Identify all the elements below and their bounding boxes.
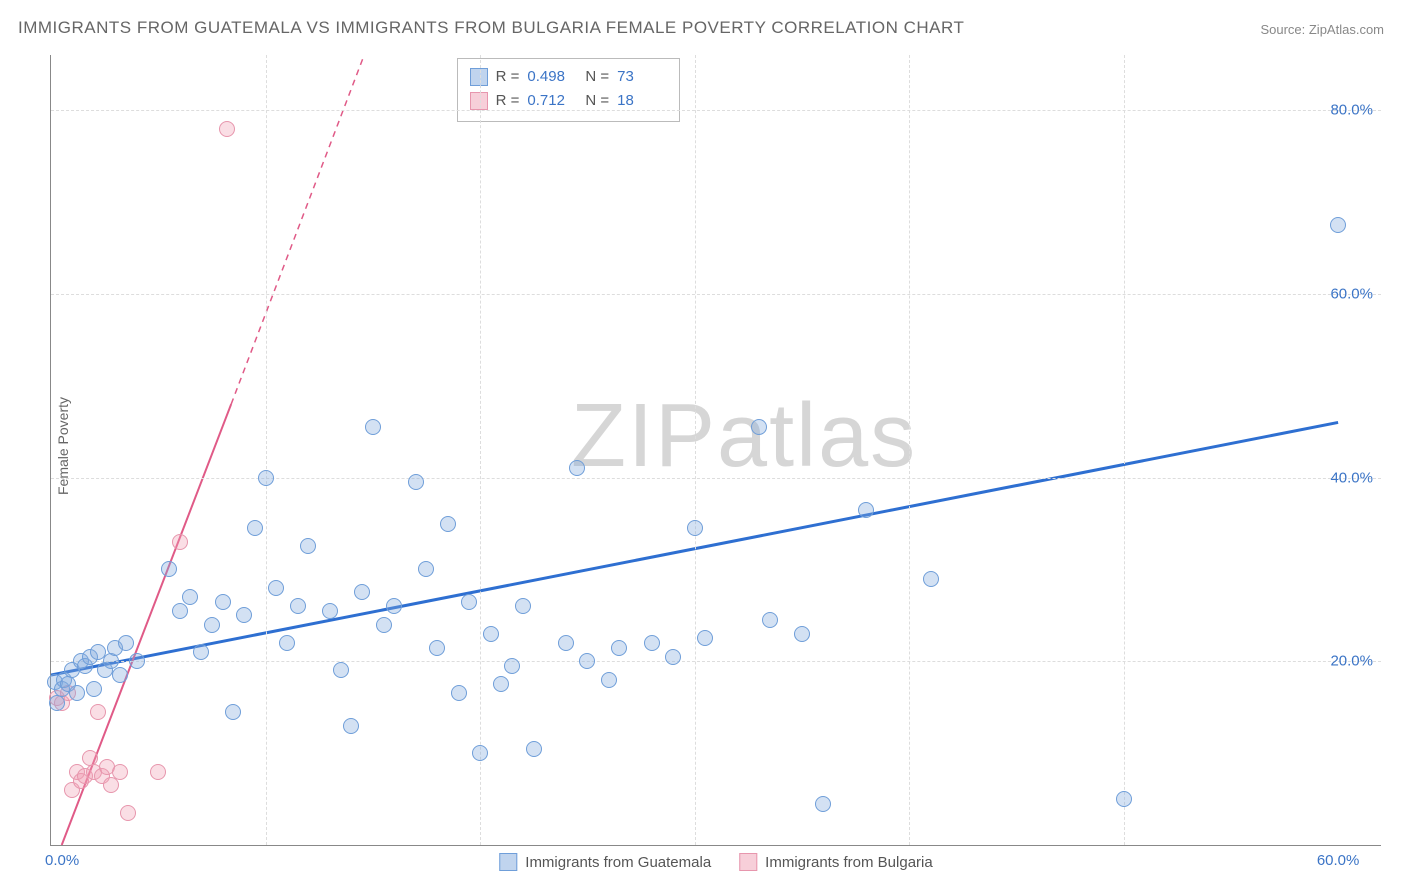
data-point-blue	[343, 718, 359, 734]
gridline-h	[51, 478, 1381, 479]
data-point-blue	[858, 502, 874, 518]
data-point-blue	[118, 635, 134, 651]
data-point-blue	[279, 635, 295, 651]
y-tick-label: 40.0%	[1330, 469, 1373, 486]
data-point-pink	[219, 121, 235, 137]
data-point-blue	[69, 685, 85, 701]
data-point-blue	[558, 635, 574, 651]
data-point-blue	[333, 662, 349, 678]
data-point-blue	[247, 520, 263, 536]
data-point-blue	[418, 561, 434, 577]
data-point-blue	[386, 598, 402, 614]
watermark: ZIPatlas	[571, 385, 917, 488]
data-point-blue	[182, 589, 198, 605]
legend-swatch-pink	[739, 853, 757, 871]
data-point-pink	[112, 764, 128, 780]
data-point-blue	[354, 584, 370, 600]
data-point-blue	[751, 419, 767, 435]
stats-swatch-pink	[470, 92, 488, 110]
gridline-h	[51, 661, 1381, 662]
data-point-blue	[472, 745, 488, 761]
y-tick-label: 80.0%	[1330, 102, 1373, 119]
data-point-blue	[300, 538, 316, 554]
data-point-blue	[258, 470, 274, 486]
x-tick-label: 0.0%	[45, 852, 79, 869]
scatter-plot-area: ZIPatlas R =0.498N =73R =0.712N =18 Immi…	[50, 55, 1381, 846]
data-point-blue	[515, 598, 531, 614]
gridline-v	[909, 55, 910, 845]
data-point-blue	[1330, 217, 1346, 233]
data-point-blue	[365, 419, 381, 435]
y-tick-label: 20.0%	[1330, 653, 1373, 670]
data-point-blue	[112, 667, 128, 683]
chart-title: IMMIGRANTS FROM GUATEMALA VS IMMIGRANTS …	[18, 18, 964, 38]
trend-lines	[51, 55, 1381, 845]
legend-swatch-blue	[499, 853, 517, 871]
stats-n-value: 73	[617, 65, 667, 89]
data-point-blue	[579, 653, 595, 669]
data-point-pink	[150, 764, 166, 780]
data-point-blue	[49, 695, 65, 711]
data-point-blue	[611, 640, 627, 656]
data-point-pink	[90, 704, 106, 720]
data-point-blue	[794, 626, 810, 642]
data-point-blue	[483, 626, 499, 642]
data-point-blue	[762, 612, 778, 628]
data-point-blue	[225, 704, 241, 720]
data-point-blue	[429, 640, 445, 656]
data-point-pink	[103, 777, 119, 793]
gridline-v	[1124, 55, 1125, 845]
data-point-blue	[86, 681, 102, 697]
data-point-blue	[204, 617, 220, 633]
data-point-blue	[923, 571, 939, 587]
data-point-blue	[644, 635, 660, 651]
data-point-blue	[461, 594, 477, 610]
gridline-h	[51, 294, 1381, 295]
data-point-blue	[215, 594, 231, 610]
legend-label-bulgaria: Immigrants from Bulgaria	[765, 854, 933, 871]
stats-row-blue: R = 0.498 N = 73	[470, 65, 668, 89]
data-point-blue	[569, 460, 585, 476]
gridline-v	[695, 55, 696, 845]
data-point-blue	[601, 672, 617, 688]
data-point-blue	[290, 598, 306, 614]
data-point-blue	[451, 685, 467, 701]
data-point-blue	[697, 630, 713, 646]
data-point-blue	[408, 474, 424, 490]
data-point-blue	[376, 617, 392, 633]
data-point-blue	[493, 676, 509, 692]
correlation-stats-legend: R =0.498N =73R =0.712N =18	[457, 58, 681, 122]
gridline-v	[266, 55, 267, 845]
data-point-pink	[172, 534, 188, 550]
data-point-blue	[440, 516, 456, 532]
data-point-pink	[120, 805, 136, 821]
stats-n-label: N =	[585, 65, 609, 89]
data-point-blue	[172, 603, 188, 619]
data-point-blue	[1116, 791, 1132, 807]
data-point-blue	[236, 607, 252, 623]
data-point-blue	[129, 653, 145, 669]
source-attribution: Source: ZipAtlas.com	[1260, 22, 1384, 37]
data-point-blue	[665, 649, 681, 665]
x-tick-label: 60.0%	[1317, 852, 1360, 869]
data-point-blue	[504, 658, 520, 674]
data-point-blue	[161, 561, 177, 577]
legend-label-guatemala: Immigrants from Guatemala	[525, 854, 711, 871]
data-point-blue	[268, 580, 284, 596]
series-legend: Immigrants from Guatemala Immigrants fro…	[499, 853, 932, 871]
data-point-blue	[322, 603, 338, 619]
legend-item-bulgaria: Immigrants from Bulgaria	[739, 853, 933, 871]
stats-swatch-blue	[470, 68, 488, 86]
gridline-v	[480, 55, 481, 845]
legend-item-guatemala: Immigrants from Guatemala	[499, 853, 711, 871]
data-point-blue	[526, 741, 542, 757]
stats-r-label: R =	[496, 65, 520, 89]
y-tick-label: 60.0%	[1330, 285, 1373, 302]
gridline-h	[51, 110, 1381, 111]
data-point-blue	[687, 520, 703, 536]
data-point-blue	[815, 796, 831, 812]
stats-r-value: 0.498	[527, 65, 577, 89]
data-point-blue	[193, 644, 209, 660]
